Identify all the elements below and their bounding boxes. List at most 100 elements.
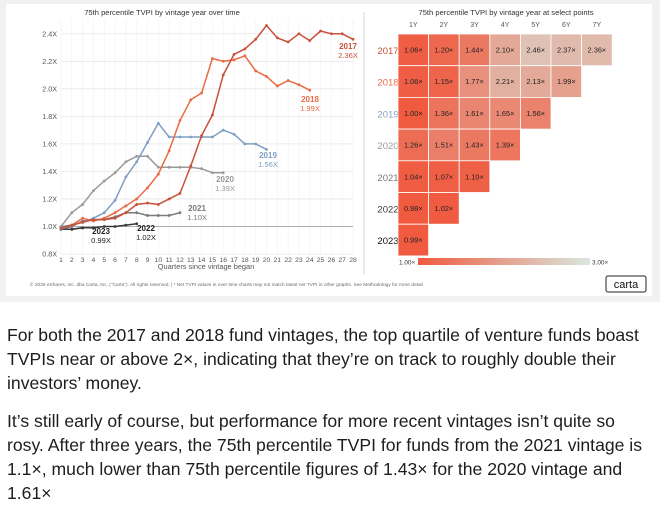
point-2017-q17 bbox=[232, 53, 236, 56]
point-2018-q10 bbox=[156, 172, 160, 176]
heatmap-cell-2022-1Y bbox=[397, 192, 430, 225]
point-2020-q5 bbox=[102, 179, 106, 183]
heatmap-cell-value: 1.43× bbox=[465, 141, 484, 150]
x-tick-label: 27 bbox=[338, 257, 346, 264]
heatmap-cell-2020-2Y bbox=[428, 128, 460, 162]
point-2017-q16 bbox=[221, 73, 225, 77]
heatmap-cell-value: 1.20× bbox=[435, 45, 454, 54]
heatmap-row-label-2021: 2021 bbox=[377, 173, 398, 184]
x-tick-label: 19 bbox=[252, 257, 260, 264]
series-name-2022: 2022 bbox=[137, 224, 155, 233]
heatmap-col-4Y: 4Y bbox=[501, 22, 510, 29]
point-2019-q5 bbox=[102, 211, 106, 215]
heatmap-cell-value: 1.10× bbox=[465, 172, 484, 181]
point-2020-q2 bbox=[70, 211, 74, 215]
point-2018-q13 bbox=[189, 98, 193, 102]
heatmap-cell-2019-1Y bbox=[397, 97, 430, 130]
heatmap-row-label-2019: 2019 bbox=[377, 109, 398, 120]
series-name-2017: 2017 bbox=[339, 42, 357, 51]
heatmap-cell-value: 1.00× bbox=[404, 109, 423, 118]
point-2019-q20 bbox=[265, 147, 268, 151]
point-2017-q27 bbox=[340, 32, 344, 36]
heatmap-cell-2020-4Y bbox=[489, 128, 521, 162]
heatmap-cell-value: 1.99× bbox=[557, 77, 576, 86]
line-chart-series bbox=[59, 24, 355, 231]
point-2018-q3 bbox=[81, 216, 85, 220]
heatmap-row-label-2022: 2022 bbox=[377, 205, 398, 216]
color-scale-max-label: 3.00× bbox=[592, 260, 608, 267]
heatmap-cell-2017-6Y bbox=[550, 33, 583, 67]
point-2017-q28 bbox=[351, 37, 355, 41]
point-2019-q12 bbox=[178, 135, 182, 139]
point-2017-q7 bbox=[124, 211, 128, 215]
heatmap-cell-value: 1.65× bbox=[496, 109, 515, 118]
heatmap-cell-2021-1Y bbox=[397, 160, 430, 193]
point-2019-q17 bbox=[232, 132, 236, 136]
y-tick-label: 1.6X bbox=[42, 139, 57, 148]
x-tick-label: 22 bbox=[284, 257, 292, 264]
point-2018-q14 bbox=[200, 91, 203, 95]
y-tick-label: 0.8X bbox=[42, 250, 57, 259]
point-2019-q16 bbox=[221, 128, 225, 132]
heatmap-cell-value: 1.56× bbox=[526, 109, 545, 118]
series-end-value-2021: 1.10X bbox=[187, 213, 207, 222]
x-tick-label: 18 bbox=[241, 257, 249, 264]
point-2017-q23 bbox=[297, 32, 301, 36]
point-2017-q21 bbox=[275, 36, 279, 40]
line-chart-y-ticks: 0.8X 1.0X 1.2X 1.4X 1.6X 1.8X 2.0X 2.2X 2.4X bbox=[42, 29, 57, 258]
point-2022-q8 bbox=[135, 222, 139, 226]
y-tick-label: 1.2X bbox=[42, 195, 57, 204]
x-tick-label: 9 bbox=[146, 257, 150, 264]
heatmap-cell-value: 2.36× bbox=[588, 45, 607, 54]
line-chart: 75th percentile TVPI by vintage year ove… bbox=[42, 8, 358, 271]
heatmap-row-label-2023: 2023 bbox=[377, 236, 398, 247]
heatmap-col-3Y: 3Y bbox=[470, 22, 479, 29]
y-tick-label: 2.2X bbox=[42, 57, 57, 66]
point-2018-q21 bbox=[275, 84, 279, 88]
point-2017-q25 bbox=[319, 29, 322, 33]
heatmap-cell-value: 2.10× bbox=[496, 45, 515, 54]
point-2017-q9 bbox=[146, 201, 149, 205]
color-scale-bar bbox=[418, 258, 590, 265]
x-tick-label: 17 bbox=[230, 257, 238, 264]
heatmap-title: 75th percentile TVPI by vintage year at … bbox=[418, 8, 593, 17]
point-2020-q4 bbox=[92, 189, 95, 193]
series-name-2020: 2020 bbox=[216, 175, 234, 184]
heatmap-cell-2019-3Y bbox=[458, 97, 491, 130]
x-tick-label: 28 bbox=[349, 257, 357, 264]
point-2020-q16 bbox=[221, 171, 225, 175]
series-end-value-2018: 1.99X bbox=[300, 104, 320, 113]
point-2018-q23 bbox=[297, 83, 301, 87]
series-end-value-2023: 0.99X bbox=[91, 236, 111, 245]
point-2017-q4 bbox=[92, 218, 95, 221]
series-line-2018 bbox=[60, 55, 311, 229]
x-tick-label: 4 bbox=[92, 257, 96, 264]
x-tick-label: 13 bbox=[187, 257, 195, 264]
point-2017-q3 bbox=[81, 220, 85, 224]
heatmap-cell-value: 1.61× bbox=[465, 109, 484, 118]
heatmap-cell-value: 1.39× bbox=[496, 141, 515, 150]
y-tick-label: 1.4X bbox=[42, 167, 57, 176]
point-2019-q11 bbox=[167, 135, 171, 139]
point-2021-q10 bbox=[156, 214, 160, 217]
point-2022-q7 bbox=[124, 223, 128, 227]
point-2019-q6 bbox=[113, 198, 117, 202]
x-tick-label: 1 bbox=[59, 257, 63, 264]
point-2018-q9 bbox=[146, 186, 149, 190]
heatmap-cell-value: 1.06× bbox=[404, 77, 423, 86]
y-tick-label: 2.4X bbox=[42, 29, 57, 38]
heatmap-col-2Y: 2Y bbox=[440, 22, 449, 29]
heatmap-cell-value: 2.13× bbox=[526, 77, 545, 86]
heatmap-col-6Y: 6Y bbox=[562, 22, 571, 29]
heatmap-cell-value: 1.07× bbox=[435, 172, 454, 181]
point-2017-q2 bbox=[70, 223, 74, 227]
series-end-value-2017: 2.36X bbox=[338, 51, 358, 60]
line-chart-title: 75th percentile TVPI by vintage year ove… bbox=[84, 8, 240, 17]
color-scale-min-label: 1.00× bbox=[399, 260, 415, 267]
x-tick-label: 14 bbox=[198, 257, 206, 264]
series-line-2020 bbox=[60, 155, 224, 227]
x-tick-label: 6 bbox=[113, 257, 117, 264]
line-chart-x-ticks: 1 2 3 4 5 6 7 8 9 10 11 12 13 14 15 16 17 18 19 20 21 22 23 24 2… bbox=[59, 257, 357, 264]
chart-card: 75th percentile TVPI by vintage year ove… bbox=[6, 4, 652, 296]
heatmap-cell-value: 2.46× bbox=[526, 45, 545, 54]
